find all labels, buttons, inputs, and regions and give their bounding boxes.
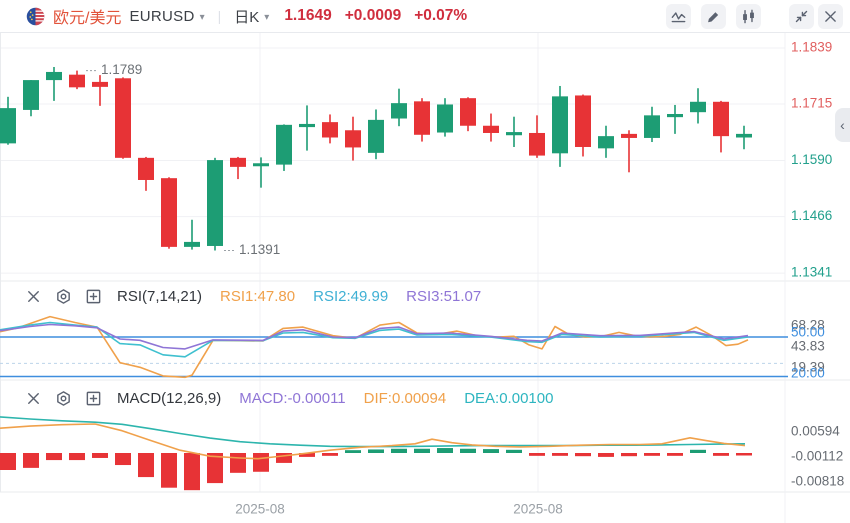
svg-text:0.00594: 0.00594	[791, 424, 840, 439]
svg-text:2025-08: 2025-08	[235, 502, 285, 517]
svg-text:1.1466: 1.1466	[791, 208, 832, 223]
svg-text:19.39: 19.39	[791, 360, 825, 375]
svg-text:2025-08: 2025-08	[513, 502, 563, 517]
svg-text:1.1789: 1.1789	[101, 62, 142, 77]
dif-value: DIF:0.00094	[363, 389, 447, 407]
svg-text:20.00: 20.00	[791, 366, 825, 381]
svg-text:-0.00112: -0.00112	[791, 449, 843, 464]
svg-text:68.28: 68.28	[791, 318, 825, 333]
svg-text:1.1715: 1.1715	[791, 96, 832, 111]
currency-pair-flag-icon	[26, 7, 45, 25]
draw-icon[interactable]	[701, 3, 726, 29]
price-change-percent: +0.07%	[414, 7, 468, 24]
period-dropdown-caret-icon[interactable]: ▾	[264, 11, 270, 23]
price-change: +0.0009	[344, 7, 402, 24]
macd-value: MACD:-0.00011	[239, 389, 346, 407]
last-price: 1.1649	[284, 7, 332, 24]
rsi-indicator-header: RSI(7,14,21) RSI1:47.80 RSI2:49.99 RSI3:…	[0, 284, 481, 308]
svg-text:1.1590: 1.1590	[791, 152, 832, 167]
svg-text:1.1341: 1.1341	[791, 265, 832, 280]
svg-text:50.00: 50.00	[791, 325, 825, 340]
dea-value: DEA:0.00100	[464, 389, 554, 407]
close-icon[interactable]	[818, 3, 843, 29]
chart-panels: 1.1839 1.1715 1.1590 1.1466 1.1341 2025-08 202…	[0, 33, 850, 523]
settings-icon[interactable]	[55, 288, 72, 305]
close-icon[interactable]	[25, 288, 42, 305]
svg-text:-0.00818: -0.00818	[791, 474, 844, 489]
rsi1-value: RSI1:47.80	[220, 287, 296, 305]
pair-symbol[interactable]: EURUSD	[129, 7, 195, 25]
pair-name-cn: 欧元/美元	[53, 10, 122, 27]
rsi2-value: RSI2:49.99	[313, 287, 389, 305]
symbol-dropdown-caret-icon[interactable]: ▾	[199, 11, 205, 23]
add-indicator-icon[interactable]	[85, 288, 102, 305]
line-indicator-icon[interactable]	[666, 3, 691, 29]
rsi3-value: RSI3:51.07	[406, 287, 482, 305]
period-selector[interactable]: 日K	[234, 8, 260, 26]
header-divider: |	[217, 8, 222, 24]
svg-text:1.1839: 1.1839	[791, 40, 832, 55]
svg-text:43.83: 43.83	[791, 339, 825, 354]
rsi-title: RSI(7,14,21)	[117, 287, 203, 305]
chart-toolbar	[656, 3, 850, 29]
close-icon[interactable]	[25, 390, 42, 407]
price-rsi-macd-chart[interactable]: 1.1839 1.1715 1.1590 1.1466 1.1341 2025-08 202…	[0, 33, 850, 523]
macd-title: MACD(12,26,9)	[117, 389, 222, 407]
add-indicator-icon[interactable]	[85, 390, 102, 407]
settings-icon[interactable]	[55, 390, 72, 407]
candlestick-icon[interactable]	[736, 3, 761, 29]
collapse-axis-handle[interactable]: ‹	[835, 108, 850, 142]
collapse-icon[interactable]	[789, 3, 814, 29]
svg-text:1.1391: 1.1391	[239, 242, 280, 257]
chart-header: 欧元/美元 EURUSD ▾ | 日K ▾ 1.1649 +0.0009 +0.…	[0, 0, 850, 33]
macd-indicator-header: MACD(12,26,9) MACD:-0.00011 DIF:0.00094 …	[0, 386, 553, 410]
